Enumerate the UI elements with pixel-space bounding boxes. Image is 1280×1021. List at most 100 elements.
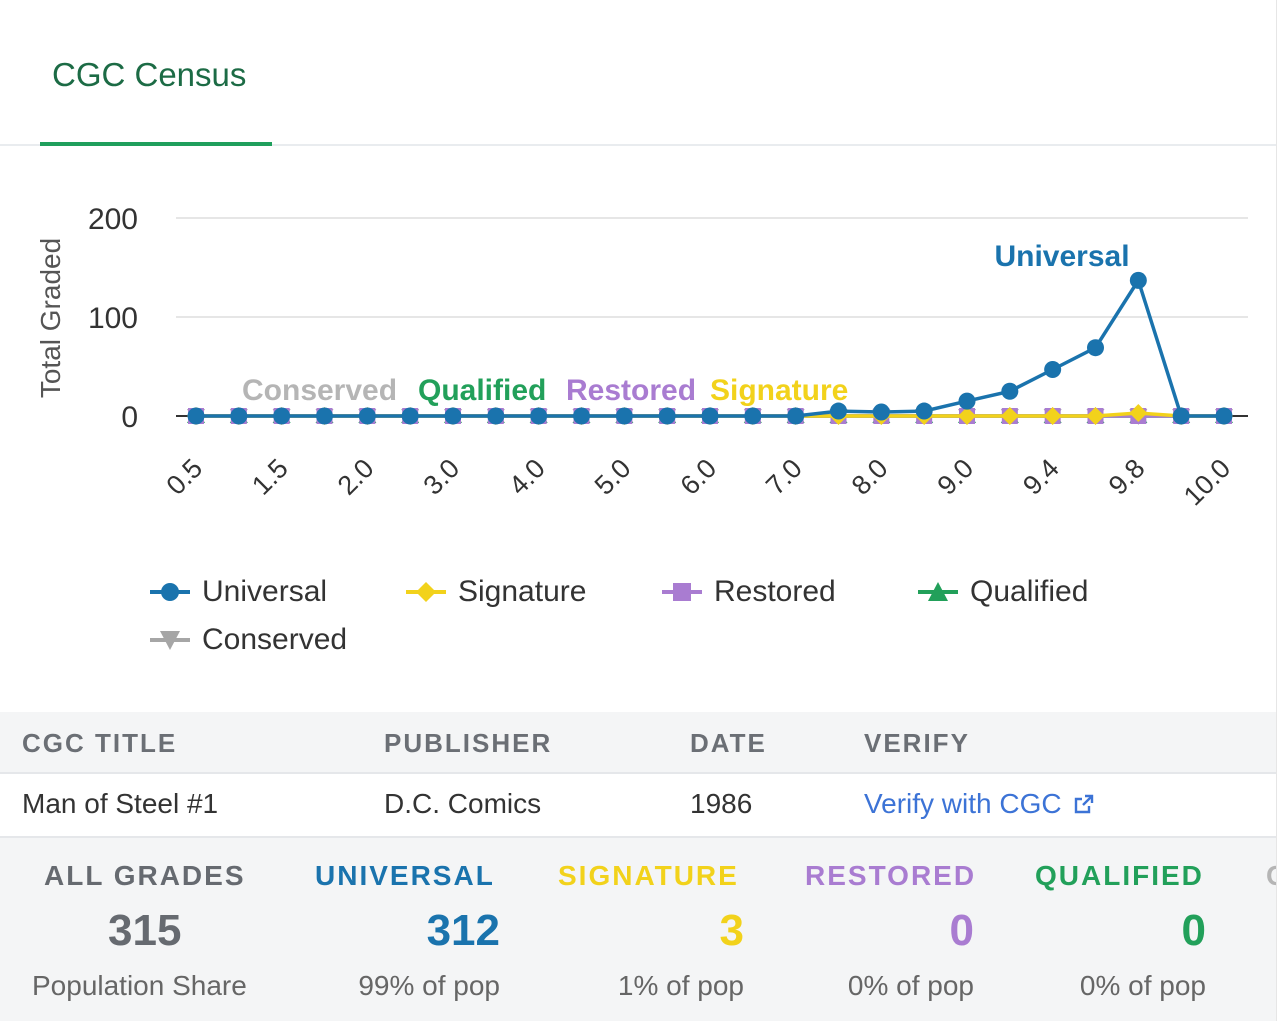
data-point-universal (444, 407, 462, 425)
stat-value: 0 (1181, 906, 1206, 955)
data-point-signature (1086, 407, 1105, 425)
series-label-universal: Universal (994, 240, 1129, 273)
stat-value: 0 (949, 906, 974, 955)
data-point-signature (1129, 404, 1148, 423)
data-point-universal (1215, 407, 1233, 425)
x-tick-label: 2.0 (332, 453, 380, 501)
stat-value: 312 (426, 906, 500, 955)
legend-label: Conserved (202, 623, 348, 656)
column-header-verify: VERIFY (864, 728, 970, 758)
verify-link-label: Verify with CGC (864, 788, 1062, 819)
x-tick-label: 9.0 (931, 453, 979, 501)
data-point-universal (830, 402, 847, 420)
y-tick-label: 0 (121, 401, 138, 434)
comic-publisher: D.C. Comics (384, 788, 542, 819)
triangle-down-marker-icon (150, 631, 190, 650)
x-tick-label: 4.0 (503, 453, 551, 501)
legend-label: Universal (202, 575, 328, 608)
legend-item-universal[interactable]: Universal (148, 570, 327, 614)
x-tick-label: 10.0 (1178, 453, 1236, 511)
tab-label: CGC Census (52, 56, 247, 93)
y-tick-label: 100 (88, 302, 138, 335)
data-point-universal (573, 407, 590, 425)
active-tab-indicator (40, 142, 272, 146)
legend-label: Signature (458, 575, 587, 608)
data-point-universal (744, 407, 762, 425)
data-point-universal (958, 392, 976, 410)
triangle-marker-icon (918, 582, 958, 601)
legend-item-signature[interactable]: Signature (404, 570, 586, 614)
x-tick-label: 1.5 (246, 453, 294, 501)
legend-label: Qualified (970, 575, 1089, 608)
data-point-universal (230, 407, 248, 425)
data-point-universal (530, 407, 548, 425)
stat-label: QUALIFIED (1035, 860, 1204, 891)
legend-item-restored[interactable]: Restored (660, 570, 836, 614)
stat-subtext: Population Share (32, 970, 247, 1001)
census-line-chart: 0 100 200 Total Graded 0.5 1.5 2.0 3.0 4.0 5.0 6.0… (35, 203, 1248, 511)
circle-marker-icon (150, 583, 190, 601)
legend-label: Restored (714, 575, 836, 608)
legend-item-conserved[interactable]: Conserved (148, 618, 347, 662)
data-point-universal (872, 403, 890, 421)
x-tick-label: 0.5 (160, 453, 208, 501)
population-stats: ALL GRADES 315 Population Share UNIVERSA… (0, 838, 1276, 1021)
column-header-title: CGC TITLE (22, 728, 178, 758)
data-point-signature (1043, 407, 1062, 425)
x-tick-label: 9.8 (1103, 453, 1151, 501)
data-point-universal (658, 407, 676, 425)
comic-title: Man of Steel #1 (22, 788, 219, 819)
tab-cgc-census[interactable]: CGC Census (40, 0, 272, 146)
comic-date: 1986 (690, 788, 753, 819)
data-point-universal (1087, 339, 1104, 357)
y-tick-label: 200 (88, 203, 138, 236)
data-point-universal (187, 407, 205, 425)
stat-label: RESTORED (805, 860, 977, 891)
stat-label: SIGNATURE (558, 860, 739, 891)
x-tick-label: 8.0 (846, 453, 894, 501)
data-point-universal (316, 407, 333, 425)
stat-label: C (1266, 860, 1276, 892)
census-table-header: CGC TITLE PUBLISHER DATE VERIFY (0, 712, 1276, 774)
stat-subtext: 99% of pop (358, 970, 500, 1001)
data-point-universal (701, 407, 719, 425)
data-point-universal (1129, 271, 1147, 289)
chart-legend: Universal Signature Restored Qualified C… (148, 568, 1148, 668)
x-tick-label: 6.0 (674, 453, 722, 501)
x-tick-label: 5.0 (589, 453, 637, 501)
series-label-restored: Restored (566, 374, 696, 407)
table-row: Man of Steel #1 D.C. Comics 1986 Verify … (0, 774, 1276, 838)
stat-subtext: 1% of pop (617, 970, 744, 1001)
external-link-icon (1074, 794, 1093, 814)
x-tick-label: 3.0 (417, 453, 465, 501)
stat-subtext: 0% of pop (1079, 970, 1206, 1001)
data-point-universal (1172, 407, 1190, 425)
column-header-publisher: PUBLISHER (384, 728, 553, 758)
x-tick-label: 9.4 (1017, 453, 1065, 501)
square-marker-icon (662, 583, 702, 601)
data-point-universal (401, 407, 419, 425)
tab-bar: CGC Census (0, 0, 1276, 146)
stat-label: UNIVERSAL (315, 860, 495, 891)
data-point-universal (358, 407, 376, 425)
data-point-signature (958, 407, 976, 425)
data-point-universal (615, 407, 633, 425)
legend-item-qualified[interactable]: Qualified (916, 570, 1088, 614)
x-tick-label: 7.0 (760, 453, 808, 501)
data-point-signature (1000, 407, 1019, 425)
data-point-universal (787, 407, 805, 425)
data-point-universal (1044, 360, 1062, 378)
data-point-universal (487, 407, 505, 425)
data-point-universal (273, 407, 291, 425)
stat-subtext: 0% of pop (847, 970, 974, 1001)
stat-label: ALL GRADES (44, 860, 246, 891)
stat-value: 3 (719, 906, 744, 955)
diamond-marker-icon (406, 582, 446, 602)
data-point-universal (1001, 382, 1019, 400)
series-label-signature: Signature (710, 374, 848, 407)
y-axis-label: Total Graded (35, 238, 66, 398)
verify-with-cgc-link[interactable]: Verify with CGC (864, 788, 1096, 820)
column-header-date: DATE (690, 728, 767, 758)
series-label-qualified: Qualified (418, 374, 546, 407)
